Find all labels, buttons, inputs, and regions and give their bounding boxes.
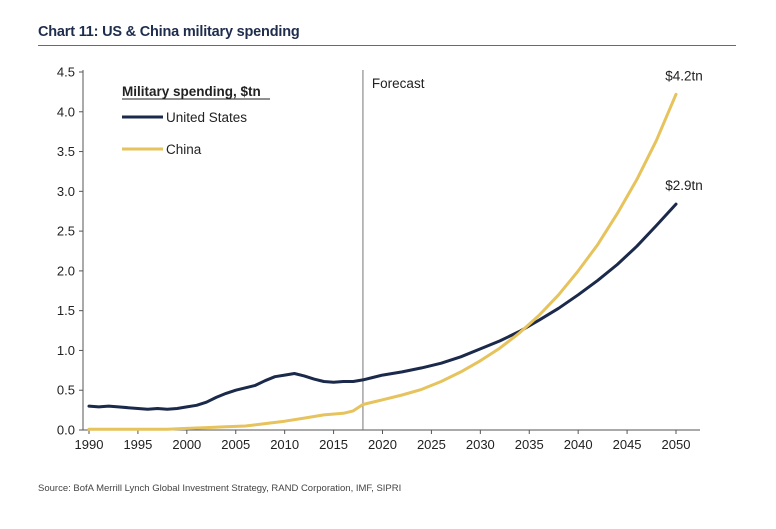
series-line-united-states	[87, 202, 678, 411]
x-tick-label: 1990	[75, 437, 104, 452]
x-tick-label: 2010	[270, 437, 299, 452]
legend-label: China	[166, 142, 202, 157]
y-tick-label: 0.0	[57, 423, 75, 438]
y-tick-label: 4.5	[57, 65, 75, 80]
y-tick-label: 0.5	[57, 383, 75, 398]
x-tick-label: 2005	[221, 437, 250, 452]
x-tick-label: 2040	[564, 437, 593, 452]
legend-label: United States	[166, 110, 247, 125]
y-tick-label: 4.0	[57, 104, 75, 119]
title-underline	[38, 45, 736, 46]
source-note: Source: BofA Merrill Lynch Global Invest…	[38, 483, 402, 494]
x-tick-label: 2025	[417, 437, 446, 452]
x-tick-label: 1995	[123, 437, 152, 452]
x-tick-label: 2045	[613, 437, 642, 452]
y-tick-label: 2.0	[57, 263, 75, 278]
forecast-label: Forecast	[372, 76, 425, 91]
x-tick-label: 2035	[515, 437, 544, 452]
y-tick-label: 1.5	[57, 303, 75, 318]
end-value-label-united-states: $2.9tn	[665, 178, 703, 193]
legend-title: Military spending, $tn	[122, 84, 261, 99]
y-tick-label: 1.0	[57, 343, 75, 358]
end-value-label-china: $4.2tn	[665, 68, 703, 83]
chart-title: Chart 11: US & China military spending	[38, 24, 300, 40]
y-tick-label: 3.0	[57, 184, 75, 199]
x-tick-label: 2020	[368, 437, 397, 452]
y-tick-label: 2.5	[57, 224, 75, 239]
x-tick-label: 2015	[319, 437, 348, 452]
x-tick-label: 2050	[662, 437, 691, 452]
x-tick-label: 2030	[466, 437, 495, 452]
series-line-china	[87, 92, 678, 431]
x-tick-label: 2000	[172, 437, 201, 452]
y-tick-label: 3.5	[57, 144, 75, 159]
